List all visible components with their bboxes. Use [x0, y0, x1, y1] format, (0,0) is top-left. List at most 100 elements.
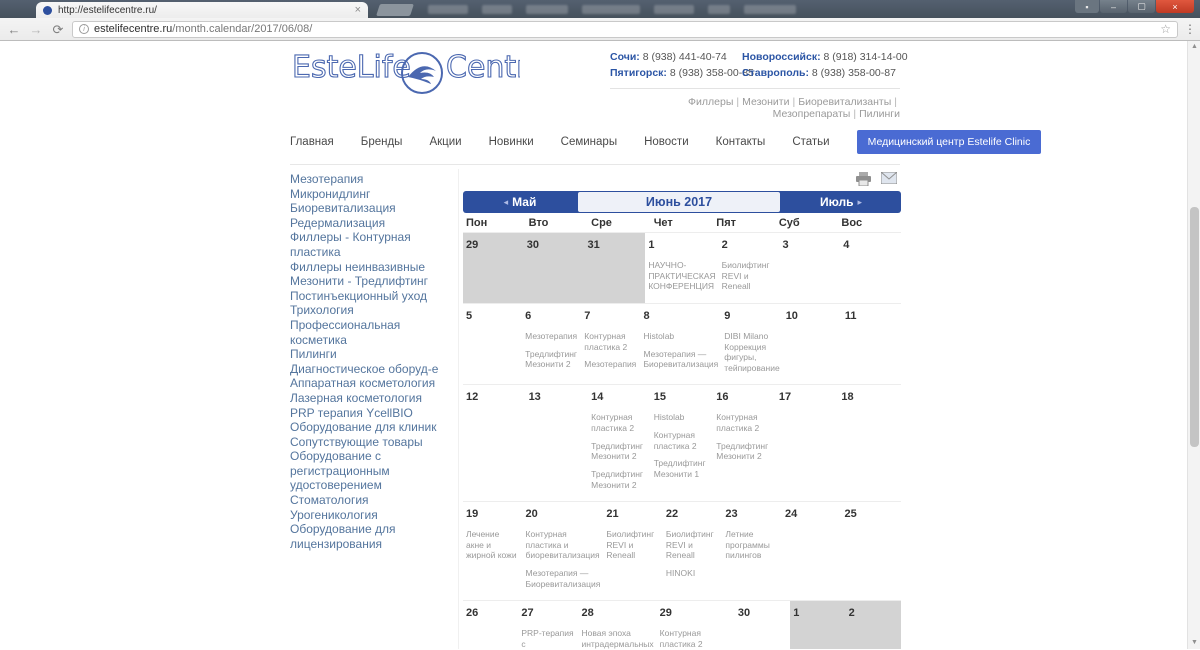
forward-icon[interactable]: →	[29, 21, 43, 37]
event-link[interactable]: Контурная пластика 2	[653, 430, 697, 451]
product-link[interactable]: Биоревитализанты	[798, 96, 892, 108]
event-link[interactable]: Histolab	[643, 330, 675, 341]
product-link[interactable]: Филлеры	[688, 96, 734, 108]
minimize-button[interactable]: –	[1100, 0, 1127, 13]
event-link[interactable]: Мезотерапия — Биоревитализация	[643, 348, 719, 370]
event-link[interactable]: Тредлифтинг Мезонити 1	[653, 458, 706, 479]
page-info-icon[interactable]: i	[79, 24, 89, 34]
close-button[interactable]: ×	[1156, 0, 1194, 13]
sidebar-item[interactable]: Оборудование для лицензирования	[290, 522, 396, 551]
site-header: EsteLife Centre Сочи: 8 (938) 441-40-74 Н…	[290, 45, 908, 120]
profile-button[interactable]: ▪	[1075, 0, 1099, 13]
product-link[interactable]: Пилинги	[859, 108, 900, 120]
sidebar-item[interactable]: Диагностическое оборуд-е	[290, 361, 439, 376]
sidebar-item[interactable]: Филлеры - Контурная пластика	[290, 230, 411, 259]
maximize-button[interactable]: ▢	[1128, 0, 1155, 13]
browser-tab[interactable]: http://estelifecentre.ru/ ×	[36, 2, 368, 18]
nav-item[interactable]: Новинки	[488, 136, 534, 148]
day-number: 19	[466, 508, 479, 521]
event-link[interactable]: Контурная пластика 2	[716, 412, 760, 433]
event-link[interactable]: Тредлифтинг Мезонити 2	[591, 440, 644, 462]
bookmark-star-icon[interactable]: ☆	[1160, 22, 1171, 36]
event-link[interactable]: DIBI Milano Коррекция фигуры, тейпирован…	[724, 330, 780, 373]
sidebar-item[interactable]: Мезотерапия	[290, 172, 364, 186]
prev-month-button[interactable]: ◂ Май	[463, 191, 577, 213]
nav-item[interactable]: Новости	[644, 136, 689, 148]
sidebar-item[interactable]: Мезонити - Тредлифтинг	[290, 274, 429, 289]
event-link[interactable]: HINOKI	[665, 568, 696, 578]
sidebar-item[interactable]: Филлеры неинвазивные	[290, 259, 426, 274]
nav-item[interactable]: Акции	[429, 136, 462, 148]
next-month-button[interactable]: Июль ▸	[781, 191, 901, 213]
day-number: 17	[778, 391, 792, 404]
event-link[interactable]: Мезотерапия	[525, 330, 578, 341]
sidebar-item[interactable]: Оборудование для клиник	[290, 420, 437, 435]
sidebar-item[interactable]: Редермализация	[290, 215, 386, 230]
nav-item[interactable]: Бренды	[360, 136, 403, 148]
browser-menu-icon[interactable]: ⋮	[1184, 22, 1196, 36]
sidebar-item[interactable]: Трихология	[290, 303, 354, 318]
event-link[interactable]: Histolab	[653, 412, 685, 423]
print-icon[interactable]	[856, 172, 871, 186]
email-icon[interactable]	[881, 172, 897, 184]
sidebar-item[interactable]: Стоматология	[290, 493, 369, 508]
calendar: ◂ Май Июнь 2017 Июль ▸ Пон Вто Сре Чет Пят Су…	[458, 169, 901, 649]
sidebar-item[interactable]: Биоревитализация	[290, 201, 396, 216]
sidebar-item[interactable]: PRP терапия YcellBIO	[290, 405, 413, 420]
sidebar-item[interactable]: Микронидлинг	[290, 186, 371, 201]
tab-close-icon[interactable]: ×	[354, 4, 361, 16]
reload-icon[interactable]: ⟳	[52, 21, 64, 37]
back-icon[interactable]: ←	[7, 21, 21, 37]
sidebar-item[interactable]: Аппаратная косметология	[290, 376, 436, 391]
event-link[interactable]: Контурная пластика и биоревитализация	[525, 529, 600, 561]
nav-item[interactable]: Семинары	[560, 136, 618, 148]
day-number: 25	[844, 508, 857, 521]
sidebar-item[interactable]: Постинъекционный уход	[290, 288, 427, 303]
event-link[interactable]: Контурная пластика 2	[659, 628, 703, 649]
day-number: 5	[466, 309, 473, 322]
nav-item[interactable]: Главная	[290, 136, 334, 148]
event-link[interactable]: Тредлифтинг Мезонити 2	[716, 440, 769, 462]
product-link[interactable]: Мезопрепараты	[772, 108, 851, 120]
redacted-tab	[482, 5, 512, 14]
page-scrollbar[interactable]: ▲ ▼	[1187, 41, 1200, 649]
phone-entry[interactable]: Пятигорск: 8 (938) 358-00-85	[610, 67, 754, 79]
event-link[interactable]: Лечение акне и жирной кожи	[466, 529, 517, 561]
event-link[interactable]: Биолифтинг REVI и Reneall	[665, 529, 714, 561]
estelife-centre-logo[interactable]: EsteLife Centre	[290, 47, 520, 99]
scroll-down-icon[interactable]: ▼	[1191, 639, 1198, 646]
weekday-label: Суб	[778, 217, 800, 229]
event-link[interactable]: Контурная пластика 2	[584, 330, 628, 352]
product-link[interactable]: Мезонити	[742, 96, 790, 108]
event-link[interactable]: Тредлифтинг Мезонити 2	[591, 468, 644, 490]
sidebar-item[interactable]: Оборудование с регистрационным удостовер…	[290, 449, 390, 493]
sidebar-item[interactable]: Урогеникология	[290, 507, 378, 522]
scrollbar-thumb[interactable]	[1190, 207, 1199, 447]
event-link[interactable]: Мезотерапия	[584, 359, 637, 370]
phone-entry[interactable]: Сочи: 8 (938) 441-40-74	[610, 51, 727, 63]
day-cell: 2	[845, 601, 901, 649]
phone-entry[interactable]: Новороссийск: 8 (918) 314-14-00	[742, 51, 908, 63]
sidebar-item[interactable]: Лазерная косметология	[290, 390, 423, 405]
nav-item[interactable]: Статьи	[792, 136, 830, 148]
new-tab-button[interactable]	[376, 4, 414, 16]
event-link[interactable]: Новая эпоха интрадермальных микроинъекци…	[581, 628, 654, 649]
phone-entry[interactable]: Ставрополь: 8 (938) 358-00-87	[742, 67, 896, 79]
address-bar[interactable]: i estelifecentre.ru/month.calendar/2017/…	[72, 20, 1178, 38]
weekday-label: Чет	[653, 217, 673, 229]
event-link[interactable]: Биолифтинг REVI и Reneall	[721, 260, 770, 292]
event-link[interactable]: Мезотерапия — Биоревитализация	[525, 568, 601, 589]
scroll-up-icon[interactable]: ▲	[1191, 43, 1198, 50]
event-link[interactable]: PRP-терапия с применением пробирок Ycell…	[521, 628, 574, 649]
event-link[interactable]: НАУЧНО-ПРАКТИЧЕСКАЯ КОНФЕРЕНЦИЯ	[648, 260, 716, 292]
clinic-button[interactable]: Медицинский центр Estelife Clinic	[856, 130, 1042, 154]
sidebar-item[interactable]: Профессиональная косметика	[290, 317, 401, 347]
day-cell: 5	[463, 304, 522, 385]
nav-item[interactable]: Контакты	[715, 136, 766, 148]
event-link[interactable]: Тредлифтинг Мезонити 2	[525, 348, 578, 370]
event-link[interactable]: Биолифтинг REVI и Reneall	[606, 529, 655, 561]
event-link[interactable]: Контурная пластика 2	[591, 412, 635, 433]
event-link[interactable]: Летние программы пилингов	[725, 529, 770, 561]
sidebar-item[interactable]: Сопутствующие товары	[290, 434, 423, 449]
sidebar-item[interactable]: Пилинги	[290, 347, 337, 362]
